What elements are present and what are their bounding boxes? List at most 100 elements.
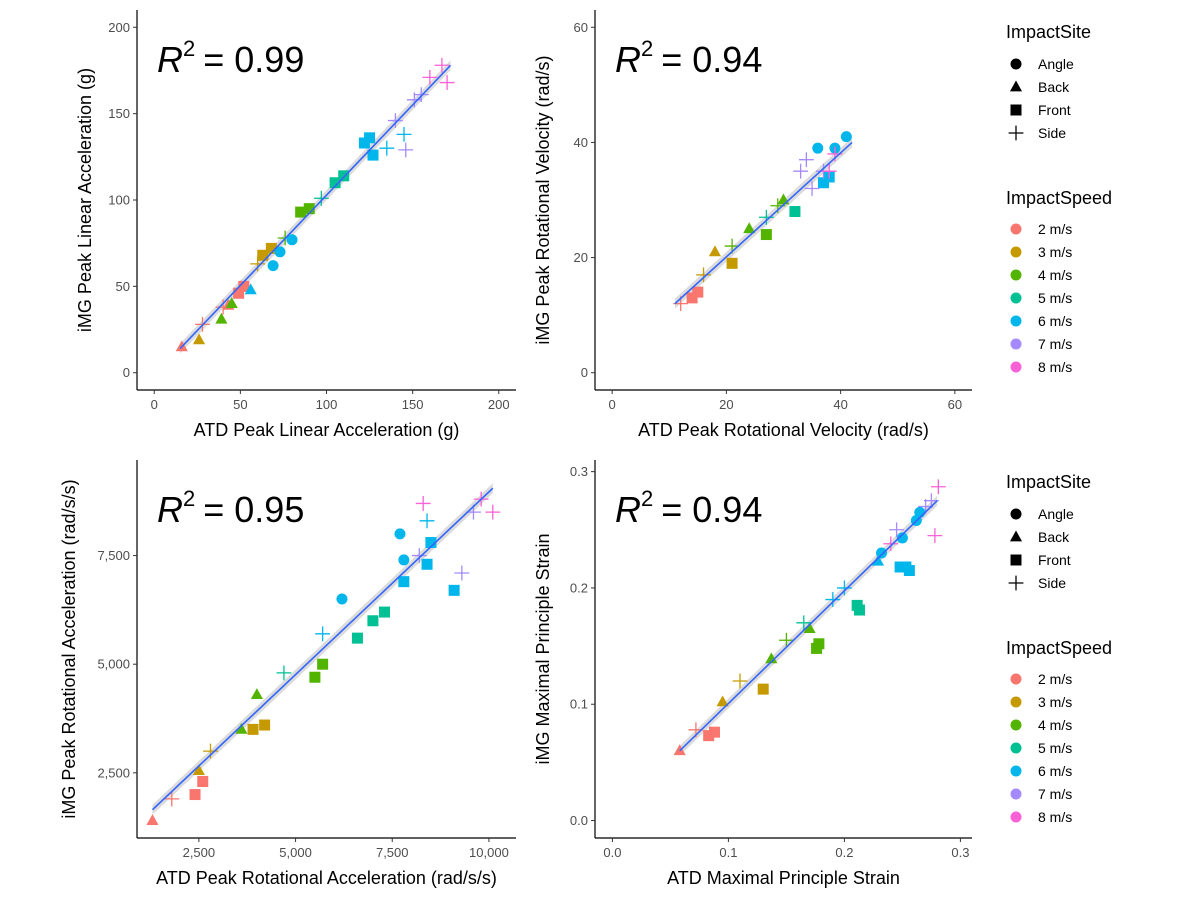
data-point <box>743 222 756 234</box>
y-tick-label: 5,000 <box>97 657 130 672</box>
data-point <box>817 177 829 189</box>
x-tick-label: 200 <box>488 397 510 412</box>
data-point <box>398 142 414 158</box>
x-tick-label: 100 <box>316 397 338 412</box>
data-point <box>247 723 259 735</box>
legend-site-label: Back <box>1038 529 1070 545</box>
data-point <box>930 479 946 495</box>
data-point <box>439 75 455 90</box>
x-tick-label: 40 <box>833 397 847 412</box>
data-point <box>329 177 341 189</box>
y-tick-label: 2,500 <box>97 765 130 780</box>
legend-speed-label: 8 m/s <box>1038 359 1072 375</box>
data-point <box>765 652 778 664</box>
legend-speed-label: 6 m/s <box>1038 313 1072 329</box>
data-point <box>803 622 816 634</box>
data-point <box>257 249 269 261</box>
scatter-panel-4: 0.0 0.1 0.2 0.3 0.0 0.1 0.2 0.3 ATD Maximal Prin… <box>533 460 972 888</box>
data-point <box>708 726 720 738</box>
legend-speed-swatch-icon <box>1010 765 1022 777</box>
data-point <box>840 131 852 143</box>
y-tick-label: 40 <box>574 135 588 150</box>
data-point <box>804 181 820 196</box>
data-point <box>411 548 427 564</box>
scatter-panel-1: 0 50 100 150 200 0 50 100 150 200 ATD Peak Linear … <box>75 10 516 440</box>
data-point <box>419 513 435 529</box>
legend-impact-site-title: ImpactSite <box>1006 22 1091 42</box>
legend-shape-angle-icon <box>1010 508 1022 520</box>
x-axis-title: ATD Maximal Principle Strain <box>667 868 900 888</box>
y-axis-title: iMG Peak Rotational Acceleration (rad/s/… <box>59 479 79 818</box>
data-point <box>396 126 412 142</box>
legend-speed-swatch-icon <box>1010 788 1022 800</box>
data-point <box>434 57 450 73</box>
data-point <box>798 152 814 168</box>
legend-site-label: Front <box>1038 102 1071 118</box>
legend-speed-swatch-icon <box>1010 246 1022 258</box>
data-point <box>686 292 698 304</box>
legend-site-label: Angle <box>1038 506 1074 522</box>
legend-speed-swatch-icon <box>1010 315 1022 327</box>
data-point <box>796 615 812 631</box>
legend-2: ImpactSite Angle Back Front Side ImpactSpeed 2… <box>1006 472 1112 825</box>
legend-speed-swatch-icon <box>1010 673 1022 685</box>
legend-shape-front-icon <box>1010 554 1022 566</box>
y-tick-label: 0.3 <box>570 464 588 479</box>
data-point <box>821 163 837 179</box>
data-point <box>927 528 943 544</box>
r-squared-annotation: R2 = 0.94 <box>615 36 762 80</box>
legend-speed-label: 3 m/s <box>1038 694 1072 710</box>
data-point <box>367 149 379 161</box>
legend-speed-swatch-icon <box>1010 338 1022 350</box>
data-point <box>836 580 852 596</box>
x-axis-title: ATD Peak Rotational Acceleration (rad/s/… <box>156 868 497 888</box>
data-point <box>259 719 271 731</box>
legend-speed-swatch-icon <box>1010 223 1022 235</box>
legend-speed-label: 2 m/s <box>1038 671 1072 687</box>
data-point <box>286 234 298 246</box>
data-point <box>825 592 841 607</box>
y-tick-label: 0 <box>123 365 130 380</box>
legend-site-label: Angle <box>1038 56 1074 72</box>
regression-line <box>179 64 452 350</box>
legend-shape-angle-icon <box>1010 58 1022 70</box>
data-point <box>871 554 885 566</box>
y-tick-label: 7,500 <box>97 548 130 563</box>
data-point <box>454 565 470 581</box>
data-point <box>485 504 501 520</box>
legend-speed-label: 5 m/s <box>1038 740 1072 756</box>
data-point <box>215 312 228 324</box>
data-point <box>778 632 794 648</box>
data-point <box>192 764 205 776</box>
data-point <box>793 163 809 179</box>
data-point <box>398 576 410 588</box>
legend-shape-back-icon <box>1009 80 1023 92</box>
x-tick-label: 10,000 <box>469 845 509 860</box>
y-tick-label: 0.0 <box>570 813 588 828</box>
data-point <box>421 558 433 570</box>
x-tick-label: 150 <box>402 397 424 412</box>
legend-speed-swatch-icon <box>1010 811 1022 823</box>
data-point <box>853 604 865 616</box>
data-point <box>415 496 431 511</box>
legend-impact-speed-title: ImpactSpeed <box>1006 188 1112 208</box>
x-tick-label: 0.1 <box>719 845 737 860</box>
data-point <box>225 297 238 309</box>
legend-impact-site-title: ImpactSite <box>1006 472 1091 492</box>
data-point <box>367 615 379 627</box>
data-point <box>876 547 888 559</box>
legend-speed-swatch-icon <box>1010 719 1022 731</box>
x-tick-label: 7,500 <box>376 845 409 860</box>
scatter-panel-3: 2,500 5,000 7,500 10,000 2,500 5,000 7,500 ATD … <box>59 460 516 888</box>
legend-speed-label: 7 m/s <box>1038 786 1072 802</box>
data-point <box>295 206 307 218</box>
y-tick-label: 0.1 <box>570 697 588 712</box>
regression-line <box>151 487 494 811</box>
legend-speed-label: 2 m/s <box>1038 221 1072 237</box>
data-point <box>889 522 905 538</box>
r-squared-annotation: R2 = 0.99 <box>157 36 304 80</box>
legend-speed-label: 6 m/s <box>1038 763 1072 779</box>
data-point <box>303 203 315 215</box>
